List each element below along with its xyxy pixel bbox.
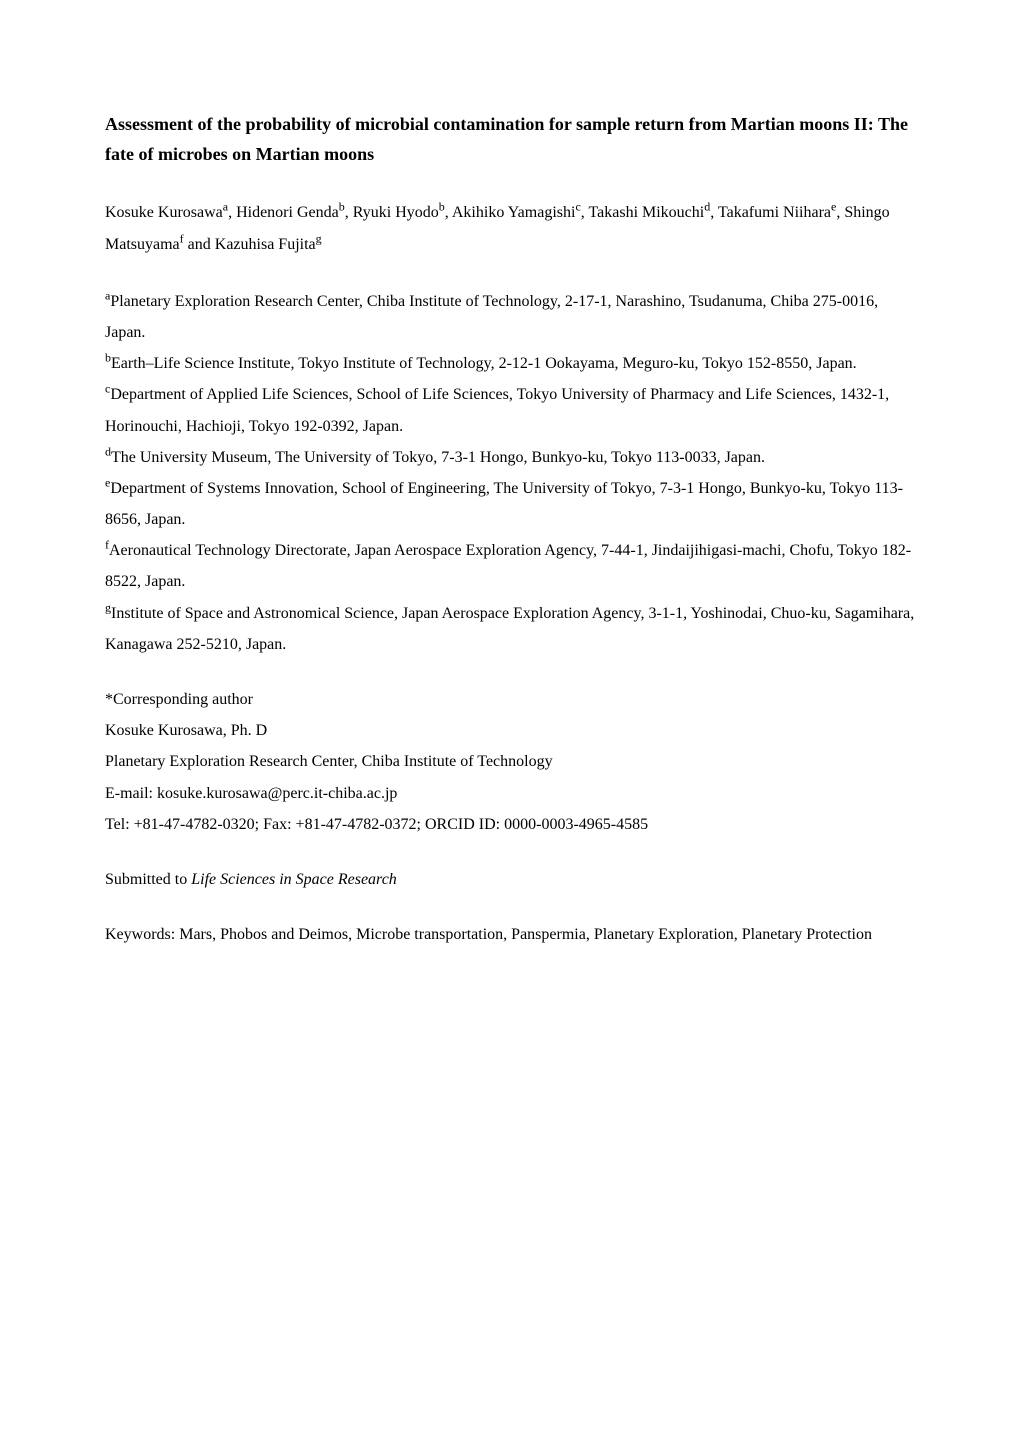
paper-title: Assessment of the probability of microbi…	[105, 110, 915, 169]
affiliation-text: Department of Systems Innovation, School…	[105, 480, 903, 528]
affiliation: aPlanetary Exploration Research Center, …	[105, 286, 915, 348]
affiliation-text: Aeronautical Technology Directorate, Jap…	[105, 542, 911, 590]
submitted-prefix: Submitted to	[105, 871, 191, 888]
affiliation-text: Earth–Life Science Institute, Tokyo Inst…	[111, 355, 857, 372]
corresponding-tel: Tel: +81-47-4782-0320; Fax: +81-47-4782-…	[105, 809, 915, 840]
affiliation-text: Institute of Space and Astronomical Scie…	[105, 605, 914, 653]
affiliation: eDepartment of Systems Innovation, Schoo…	[105, 473, 915, 535]
corresponding-author-block: *Corresponding author Kosuke Kurosawa, P…	[105, 684, 915, 840]
corresponding-label: *Corresponding author	[105, 684, 915, 715]
authors-line: Kosuke Kurosawaa, Hidenori Gendab, Ryuki…	[105, 197, 915, 259]
corresponding-email: E-mail: kosuke.kurosawa@perc.it-chiba.ac…	[105, 778, 915, 809]
corresponding-affiliation: Planetary Exploration Research Center, C…	[105, 746, 915, 777]
affiliation-text: The University Museum, The University of…	[111, 449, 765, 466]
affiliation-text: Planetary Exploration Research Center, C…	[105, 293, 878, 341]
affiliation-text: Department of Applied Life Sciences, Sch…	[105, 386, 889, 434]
affiliation: gInstitute of Space and Astronomical Sci…	[105, 598, 915, 660]
affiliation: cDepartment of Applied Life Sciences, Sc…	[105, 379, 915, 441]
submitted-journal: Life Sciences in Space Research	[191, 871, 397, 888]
corresponding-name: Kosuke Kurosawa, Ph. D	[105, 715, 915, 746]
keywords-line: Keywords: Mars, Phobos and Deimos, Micro…	[105, 919, 915, 950]
affiliation: bEarth–Life Science Institute, Tokyo Ins…	[105, 348, 915, 379]
affiliations-block: aPlanetary Exploration Research Center, …	[105, 286, 915, 660]
affiliation: fAeronautical Technology Directorate, Ja…	[105, 535, 915, 597]
affiliation: dThe University Museum, The University o…	[105, 442, 915, 473]
submitted-line: Submitted to Life Sciences in Space Rese…	[105, 864, 915, 895]
